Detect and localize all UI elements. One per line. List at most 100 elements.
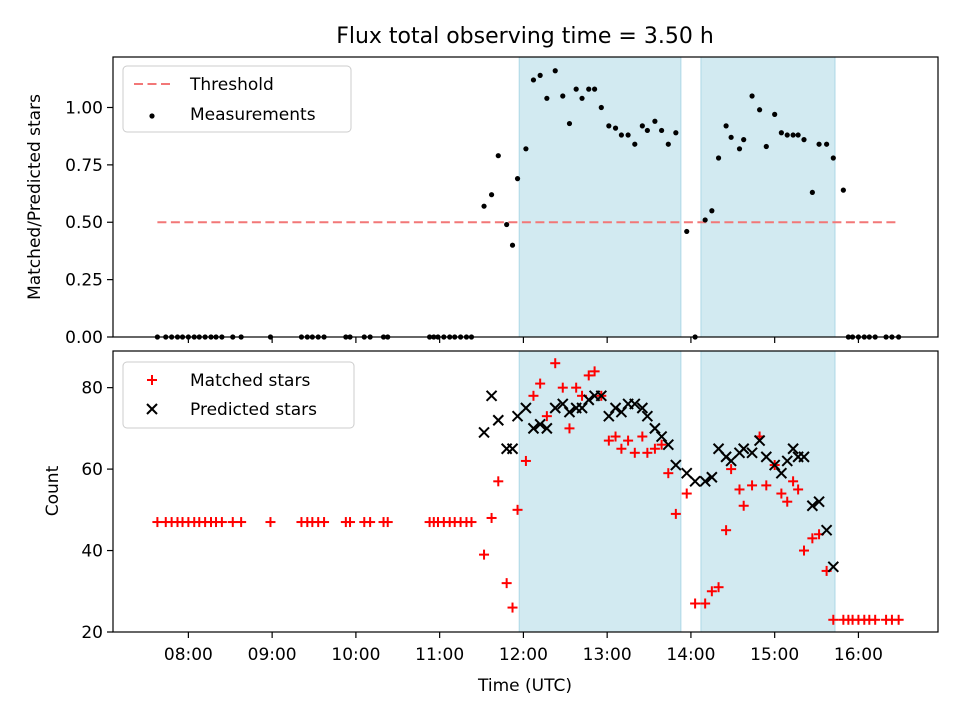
matched-point bbox=[681, 488, 692, 499]
matched-point bbox=[788, 476, 799, 487]
observing-span bbox=[700, 56, 836, 338]
x-tick-label: 11:00 bbox=[415, 645, 464, 665]
x-tick-label: 10:00 bbox=[331, 645, 380, 665]
matched-point bbox=[365, 517, 376, 528]
measurement-point bbox=[763, 143, 769, 150]
matched-stars-points bbox=[152, 358, 904, 625]
matched-point bbox=[557, 382, 568, 393]
matched-point bbox=[690, 598, 701, 609]
predicted-point bbox=[655, 430, 668, 443]
measurement-point bbox=[530, 77, 537, 83]
matched-point bbox=[870, 614, 881, 625]
matched-point bbox=[656, 439, 667, 450]
predicted-point bbox=[670, 459, 682, 471]
matched-point bbox=[603, 435, 614, 446]
legend-predicted-swatch bbox=[146, 403, 158, 415]
x-tick-label: 14:00 bbox=[666, 645, 715, 665]
measurement-point bbox=[552, 68, 558, 74]
measurement-point bbox=[488, 192, 495, 198]
matched-point bbox=[642, 447, 653, 458]
top-panel: 0.00 0.25 0.50 0.75 1.00 Matched/Predicted s… bbox=[25, 56, 939, 348]
matched-point bbox=[793, 484, 804, 495]
measurement-point bbox=[560, 93, 566, 99]
measurement-point bbox=[625, 132, 631, 138]
y-tick-label: 60 bbox=[81, 460, 103, 480]
bottom-panel: 20 40 60 80 08:00 09:00 10:00 11:00 12:00 13:00 1… bbox=[43, 350, 939, 696]
legend-matched-label: Matched stars bbox=[190, 371, 310, 391]
matched-point bbox=[761, 480, 772, 491]
x-tick-label: 13:00 bbox=[583, 645, 632, 665]
matched-point bbox=[670, 508, 681, 519]
measurement-point bbox=[684, 228, 690, 235]
x-tick-label: 08:00 bbox=[164, 645, 213, 665]
predicted-stars-points bbox=[478, 390, 840, 573]
measurement-point bbox=[652, 118, 658, 124]
matched-point bbox=[616, 443, 627, 454]
predicted-point bbox=[576, 402, 588, 414]
bottom-y-axis-label: Count bbox=[43, 465, 63, 516]
matched-point bbox=[236, 517, 247, 528]
predicted-point bbox=[787, 443, 799, 455]
legend-measurements-swatch bbox=[149, 113, 155, 119]
predicted-point bbox=[649, 422, 661, 435]
x-tick-label: 12:00 bbox=[499, 645, 548, 665]
predicted-point bbox=[699, 475, 711, 488]
measurement-point bbox=[591, 86, 598, 92]
measurement-point bbox=[772, 111, 778, 117]
measurement-point bbox=[728, 134, 734, 140]
y-tick-label: 80 bbox=[81, 379, 103, 399]
predicted-point bbox=[662, 438, 675, 451]
matched-point bbox=[319, 517, 330, 528]
measurement-point bbox=[495, 153, 501, 159]
predicted-point bbox=[520, 402, 532, 414]
measurement-point bbox=[612, 125, 619, 131]
predicted-point bbox=[485, 390, 498, 402]
y-tick-label: 0.50 bbox=[65, 213, 103, 233]
measurement-point bbox=[795, 132, 801, 138]
predicted-point bbox=[737, 443, 750, 455]
predicted-point bbox=[595, 390, 608, 402]
measurement-point bbox=[573, 86, 579, 92]
matched-point bbox=[535, 378, 546, 389]
measurement-point bbox=[504, 221, 510, 228]
matched-point bbox=[571, 382, 582, 393]
matched-point bbox=[507, 602, 518, 613]
top-y-ticks: 0.00 0.25 0.50 0.75 1.00 bbox=[65, 98, 113, 348]
y-tick-label: 0.75 bbox=[65, 156, 103, 176]
measurement-point bbox=[544, 95, 550, 101]
matched-point bbox=[726, 464, 737, 475]
matched-point bbox=[227, 517, 238, 528]
top-legend: Threshold Measurements bbox=[122, 65, 352, 133]
matched-point bbox=[713, 582, 724, 593]
measurement-point bbox=[756, 107, 763, 113]
legend-matched-swatch bbox=[147, 375, 157, 385]
predicted-point bbox=[753, 434, 766, 447]
y-tick-label: 1.00 bbox=[65, 98, 103, 118]
bottom-observing-spans bbox=[518, 350, 836, 633]
measurement-point bbox=[749, 93, 755, 99]
matched-point bbox=[706, 586, 717, 597]
matched-point bbox=[629, 447, 640, 458]
matched-point bbox=[541, 411, 552, 422]
predicted-point bbox=[768, 459, 781, 471]
y-tick-label: 40 bbox=[81, 542, 103, 562]
matched-point bbox=[589, 366, 600, 377]
measurement-point bbox=[537, 72, 543, 78]
matched-point bbox=[893, 614, 904, 625]
predicted-point bbox=[781, 455, 793, 467]
measurement-point bbox=[830, 155, 836, 161]
measurement-point bbox=[586, 86, 592, 92]
measurement-point bbox=[790, 132, 796, 138]
measurement-point bbox=[736, 146, 743, 152]
bottom-legend-box bbox=[122, 361, 355, 429]
measurement-point bbox=[598, 104, 604, 111]
measurement-point bbox=[741, 137, 747, 143]
predicted-point bbox=[534, 418, 546, 431]
top-observing-spans bbox=[518, 56, 836, 338]
predicted-point bbox=[798, 451, 810, 463]
bottom-y-ticks: 20 40 60 80 bbox=[81, 379, 113, 643]
predicted-point bbox=[563, 406, 576, 418]
measurement-point bbox=[632, 141, 638, 147]
matched-point bbox=[479, 549, 490, 560]
